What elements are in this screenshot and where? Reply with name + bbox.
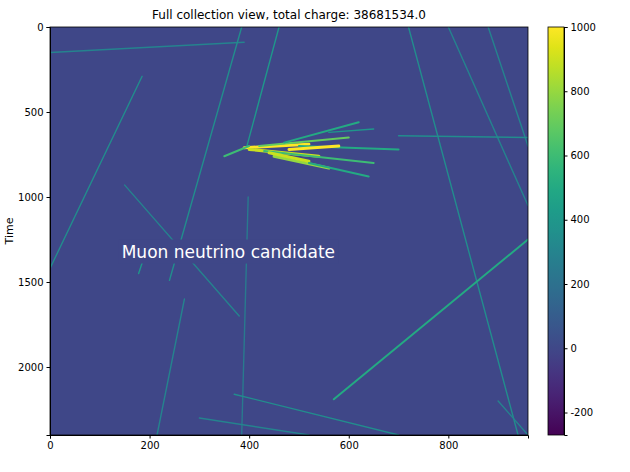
tick-mark	[564, 27, 568, 28]
tick-label: 1000	[18, 192, 43, 203]
tick: 600	[340, 435, 359, 451]
tick: 800	[439, 435, 458, 451]
tick-mark	[564, 348, 568, 349]
track	[334, 240, 528, 400]
tick: 1000	[564, 22, 596, 33]
track	[199, 418, 309, 435]
track	[50, 42, 244, 52]
tick-mark	[564, 413, 568, 414]
tracks	[50, 27, 528, 435]
tick-label: 500	[24, 107, 43, 118]
tick-mark	[47, 197, 51, 198]
track	[399, 136, 528, 138]
tick-mark	[564, 91, 568, 92]
tick-mark	[47, 367, 51, 368]
track	[234, 394, 398, 435]
tick-mark	[47, 27, 51, 28]
axis-line	[51, 436, 529, 439]
title: Full collection view, total charge: 3868…	[152, 8, 426, 22]
tick: 0	[47, 435, 53, 451]
axis-line	[47, 28, 51, 436]
tick-label: 0	[47, 440, 53, 451]
tick: 800	[564, 86, 590, 97]
tick: 200	[141, 435, 160, 451]
y-axis-title: Time	[3, 217, 16, 245]
axis-line	[565, 28, 568, 436]
track	[247, 27, 279, 147]
tick-label: 200	[571, 279, 590, 290]
tick-label: 400	[571, 214, 590, 225]
annotation-patch	[119, 240, 338, 264]
colorbar	[548, 27, 564, 435]
track	[498, 401, 528, 435]
tick-mark	[150, 435, 151, 439]
tick-label: 1000	[571, 22, 596, 33]
tick: 400	[240, 435, 259, 451]
track	[409, 27, 519, 435]
track	[269, 153, 309, 162]
track	[289, 146, 339, 149]
plot-frame	[50, 27, 528, 435]
tick: 200	[564, 279, 590, 290]
tick: -200	[564, 407, 593, 418]
tick-mark	[249, 435, 250, 439]
tick-label: 2000	[18, 362, 43, 373]
tick-mark	[448, 435, 449, 439]
tick-mark	[564, 156, 568, 157]
tick: 500	[24, 107, 50, 118]
tick-mark	[349, 435, 350, 439]
track	[259, 138, 349, 147]
tick: 1000	[18, 192, 50, 203]
tick-mark	[564, 220, 568, 221]
x-axis: 0 200 400 600 800	[47, 435, 528, 451]
tick-label: 200	[141, 440, 160, 451]
tick-label: -200	[571, 407, 594, 418]
track	[448, 27, 528, 206]
tick-label: 1500	[18, 277, 43, 288]
tick-label: 600	[571, 150, 590, 161]
track	[242, 197, 248, 435]
track	[157, 299, 184, 435]
tick-label: 0	[571, 343, 577, 354]
colorbar-axis: -200 0 200 400 600 800 1000	[564, 22, 596, 436]
tick: 600	[564, 150, 590, 161]
annotation: Muon neutrino candidate	[122, 242, 335, 262]
tick: 0	[37, 22, 50, 33]
tick: 0	[564, 343, 577, 354]
tick-mark	[47, 112, 51, 113]
tick-label: 800	[571, 86, 590, 97]
tick-label: 0	[37, 22, 43, 33]
background	[50, 27, 528, 435]
track	[488, 27, 528, 146]
track	[329, 129, 374, 132]
tick: 400	[564, 214, 590, 225]
tick-mark	[564, 284, 568, 285]
track	[224, 146, 249, 156]
tick-label: 400	[240, 440, 259, 451]
tick: 2000	[18, 362, 50, 373]
track	[284, 122, 359, 142]
tick-label: 600	[340, 440, 359, 451]
chart: 02004006008000500100015002000Full collec…	[0, 0, 630, 472]
track	[309, 163, 369, 177]
tick: 1500	[18, 277, 50, 288]
tick-mark	[47, 282, 51, 283]
tick-label: 800	[439, 440, 458, 451]
y-axis: 0 500 1000 1500 2000	[18, 22, 50, 436]
